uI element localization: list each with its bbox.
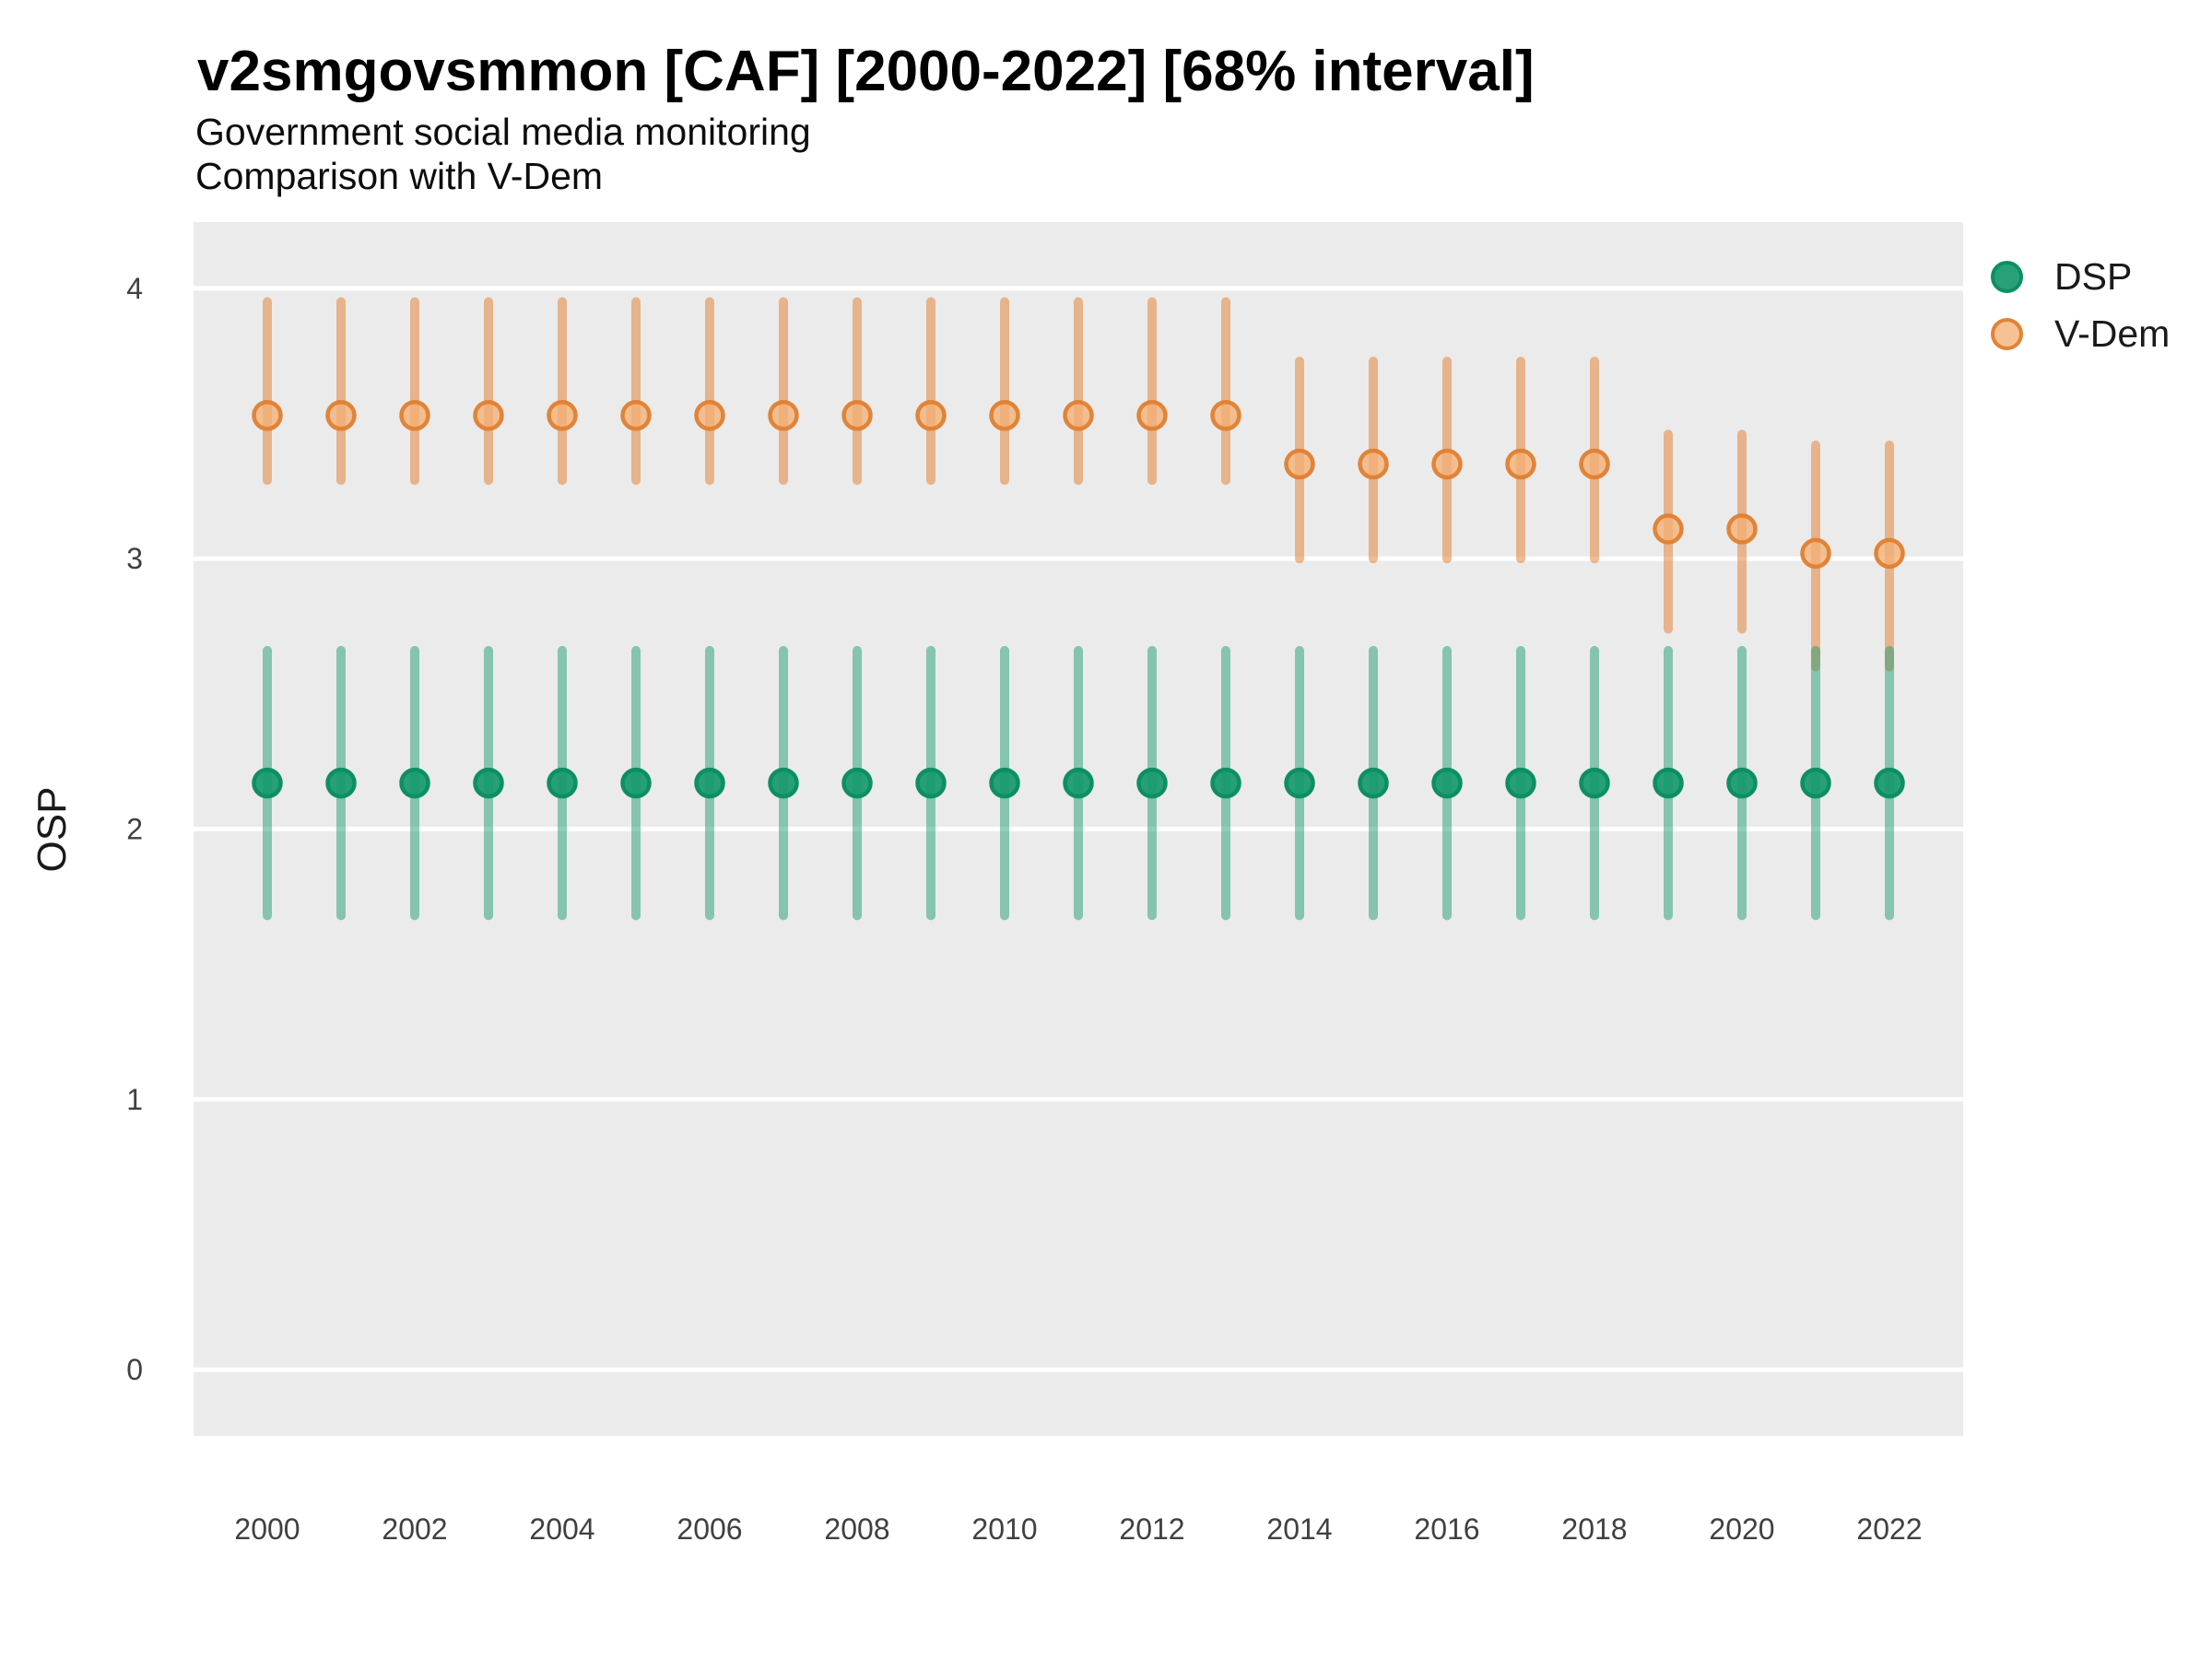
point-vdem-2017	[1505, 448, 1536, 480]
point-dsp-2013	[1210, 767, 1241, 799]
point-dsp-2005	[620, 767, 652, 799]
x-tick-label-2014: 2014	[1266, 1512, 1332, 1546]
point-vdem-2006	[694, 399, 725, 431]
point-dsp-2002	[399, 767, 430, 799]
point-vdem-2009	[915, 399, 947, 431]
point-vdem-2002	[399, 399, 430, 431]
point-vdem-2001	[325, 399, 357, 431]
point-dsp-2007	[768, 767, 799, 799]
y-tick-label-3: 3	[126, 542, 143, 575]
y-tick-label-1: 1	[126, 1083, 143, 1116]
point-vdem-2020	[1726, 513, 1758, 545]
point-dsp-2017	[1505, 767, 1536, 799]
x-tick-label-2022: 2022	[1856, 1512, 1922, 1546]
point-dsp-2010	[989, 767, 1020, 799]
point-dsp-2000	[252, 767, 283, 799]
point-vdem-2007	[768, 399, 799, 431]
point-vdem-2021	[1800, 537, 1831, 570]
legend-label-dsp: DSP	[2054, 254, 2133, 298]
x-tick-label-2018: 2018	[1561, 1512, 1627, 1546]
point-dsp-2022	[1874, 767, 1905, 799]
point-dsp-2014	[1284, 767, 1315, 799]
x-tick-label-2012: 2012	[1119, 1512, 1184, 1546]
point-vdem-2011	[1063, 399, 1094, 431]
point-vdem-2022	[1874, 537, 1905, 570]
y-tick-label-2: 2	[126, 813, 143, 846]
point-vdem-2018	[1579, 448, 1610, 480]
legend-item-dsp: DSP	[1991, 248, 2170, 305]
point-dsp-2020	[1726, 767, 1758, 799]
point-vdem-2016	[1431, 448, 1463, 480]
x-tick-label-2006: 2006	[677, 1512, 742, 1546]
x-tick-label-2016: 2016	[1414, 1512, 1479, 1546]
point-dsp-2009	[915, 767, 947, 799]
point-dsp-2021	[1800, 767, 1831, 799]
point-dsp-2011	[1063, 767, 1094, 799]
point-dsp-2018	[1579, 767, 1610, 799]
dsp-point-swatch-icon	[1991, 260, 2023, 293]
x-tick-label-2020: 2020	[1709, 1512, 1774, 1546]
point-vdem-2015	[1358, 448, 1389, 480]
x-tick-label-2004: 2004	[529, 1512, 594, 1546]
point-dsp-2001	[325, 767, 357, 799]
point-dsp-2016	[1431, 767, 1463, 799]
point-vdem-2000	[252, 399, 283, 431]
point-dsp-2008	[841, 767, 873, 799]
point-dsp-2019	[1653, 767, 1684, 799]
chart-subtitle-line1: Government social media monitoring	[195, 111, 811, 153]
legend: DSP V-Dem	[1991, 248, 2170, 362]
point-vdem-2010	[989, 399, 1020, 431]
point-vdem-2019	[1653, 513, 1684, 545]
y-tick-label-4: 4	[126, 272, 143, 305]
point-dsp-2004	[547, 767, 578, 799]
point-dsp-2006	[694, 767, 725, 799]
legend-item-vdem: V-Dem	[1991, 305, 2170, 362]
point-vdem-2012	[1136, 399, 1168, 431]
legend-label-vdem: V-Dem	[2054, 312, 2171, 355]
point-vdem-2008	[841, 399, 873, 431]
point-dsp-2012	[1136, 767, 1168, 799]
x-tick-label-2002: 2002	[382, 1512, 447, 1546]
y-tick-label-0: 0	[126, 1353, 143, 1386]
point-vdem-2005	[620, 399, 652, 431]
x-tick-label-2010: 2010	[971, 1512, 1037, 1546]
chart-subtitle-line2: Comparison with V-Dem	[195, 155, 604, 197]
point-dsp-2015	[1358, 767, 1389, 799]
point-vdem-2003	[473, 399, 504, 431]
chart-title: v2smgovsmmon [CAF] [2000-2022] [68% inte…	[197, 40, 1535, 103]
vdem-point-swatch-icon	[1991, 317, 2023, 350]
x-tick-label-2008: 2008	[824, 1512, 889, 1546]
point-vdem-2013	[1210, 399, 1241, 431]
x-tick-label-2000: 2000	[234, 1512, 300, 1546]
point-vdem-2004	[547, 399, 578, 431]
point-dsp-2003	[473, 767, 504, 799]
point-vdem-2014	[1284, 448, 1315, 480]
